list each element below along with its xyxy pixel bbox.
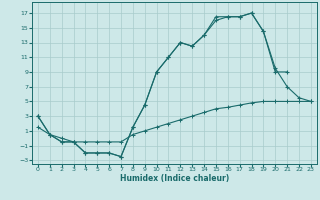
X-axis label: Humidex (Indice chaleur): Humidex (Indice chaleur) xyxy=(120,174,229,183)
